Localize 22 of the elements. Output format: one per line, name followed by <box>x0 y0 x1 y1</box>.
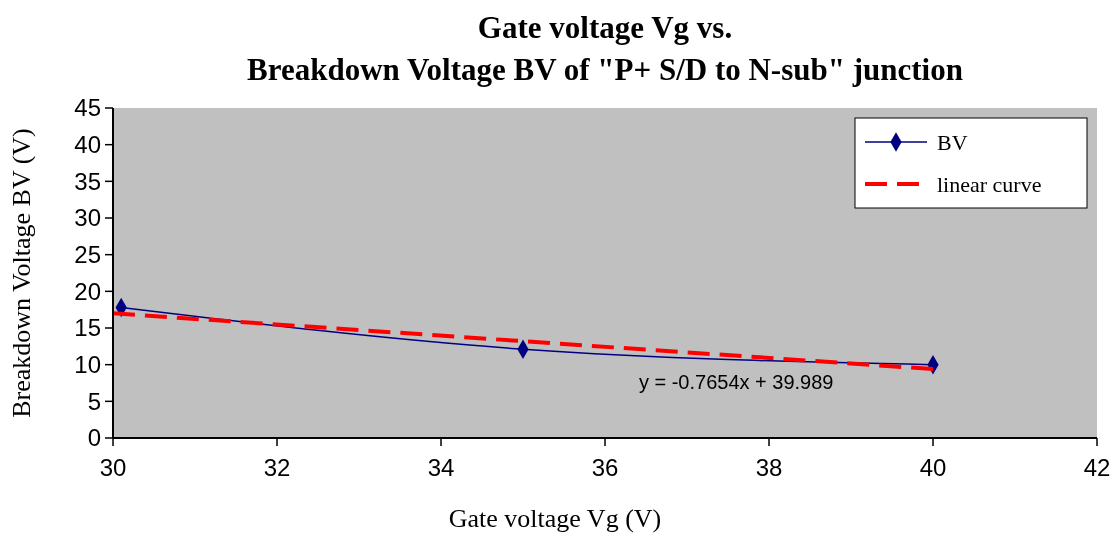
legend-label: linear curve <box>937 171 1042 197</box>
x-tick-label: 32 <box>263 454 291 481</box>
x-tick-label: 38 <box>755 454 783 481</box>
x-tick-label: 40 <box>919 454 947 481</box>
y-tick-label: 45 <box>74 94 101 122</box>
y-tick-label: 25 <box>74 241 101 269</box>
x-tick-label: 36 <box>591 454 619 481</box>
y-tick-label: 10 <box>74 351 101 379</box>
x-axis-title: Gate voltage Vg (V) <box>448 504 662 533</box>
chart-title: Gate voltage Vg vs. Breakdown Voltage BV of "P+ S/D to N-sub" junction <box>247 10 963 87</box>
annotation: y = -0.7654x + 39.989 <box>638 371 834 394</box>
x-tick-label: 42 <box>1083 454 1111 481</box>
y-tick-label: 0 <box>87 424 101 452</box>
y-axis-title: Breakdown Voltage BV (V) <box>7 128 36 418</box>
x-tick-label: 34 <box>427 454 455 481</box>
y-tick-label: 40 <box>74 131 101 159</box>
legend-label: BV <box>937 129 968 155</box>
y-tick-label: 20 <box>74 277 101 305</box>
y-tick-label: 5 <box>87 387 101 415</box>
y-tick-label: 30 <box>74 204 101 232</box>
y-tick-label: 15 <box>74 314 101 342</box>
y-tick-label: 35 <box>74 167 101 195</box>
